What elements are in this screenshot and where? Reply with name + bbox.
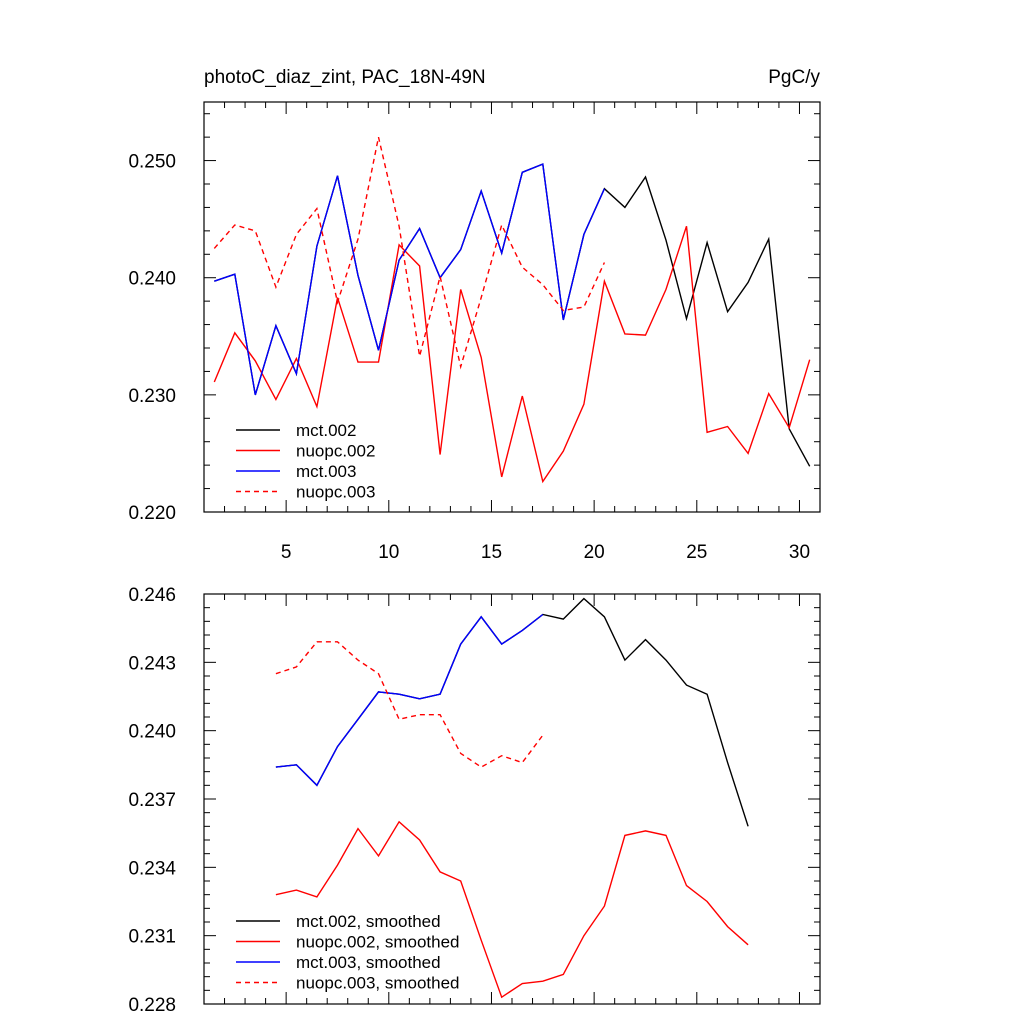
- legend-label: nuopc.002: [296, 442, 375, 461]
- y-tick-label: 0.234: [128, 858, 176, 879]
- y-tick-label: 0.237: [128, 790, 176, 811]
- legend-label: nuopc.003: [296, 483, 375, 502]
- y-tick-label: 0.240: [128, 269, 176, 290]
- series-line-mct-003: [214, 163, 606, 396]
- legend-label: mct.002, smoothed: [296, 912, 441, 931]
- chart-title: photoC_diaz_zint, PAC_18N-49N: [204, 67, 486, 88]
- bottom-panel: 0.228 0.231 0.234 0.237 0.240 0.243 0.246 mct.…: [128, 585, 821, 1016]
- series-line-nuopc-003: [213, 136, 606, 370]
- legend-label: mct.002: [296, 421, 356, 440]
- y-tick-label: 0.230: [128, 386, 176, 407]
- series-line-mct-003-smoothed: [275, 613, 544, 787]
- y-tick-label: 0.228: [128, 995, 176, 1016]
- y-tick-label: 0.250: [128, 152, 176, 173]
- x-tick-label: 20: [584, 542, 605, 563]
- x-tick-label: 15: [481, 542, 502, 563]
- legend-label: nuopc.003, smoothed: [296, 974, 460, 993]
- legend-label: nuopc.002, smoothed: [296, 933, 460, 952]
- y-tick-label: 0.240: [128, 722, 176, 743]
- x-tick-label: 10: [378, 542, 399, 563]
- series-line-nuopc-003-smoothed: [275, 641, 544, 768]
- x-tick-label: 30: [789, 542, 810, 563]
- y-tick-label: 0.220: [128, 503, 176, 524]
- series-line-nuopc-002: [213, 225, 811, 484]
- x-tick-label: 5: [281, 542, 292, 563]
- y-tick-label: 0.231: [128, 927, 176, 948]
- y-tick-label: 0.246: [128, 585, 176, 606]
- series-line-nuopc-002-smoothed: [275, 820, 749, 999]
- legend-label: mct.003, smoothed: [296, 953, 441, 972]
- legend-label: mct.003: [296, 462, 356, 481]
- top-panel: photoC_diaz_zint, PAC_18N-49N PgC/y 0.22…: [128, 67, 821, 563]
- series-line-mct-002-smoothed: [275, 597, 749, 827]
- y-tick-label: 0.243: [128, 653, 176, 674]
- x-tick-label: 25: [686, 542, 707, 563]
- units-label: PgC/y: [768, 67, 820, 88]
